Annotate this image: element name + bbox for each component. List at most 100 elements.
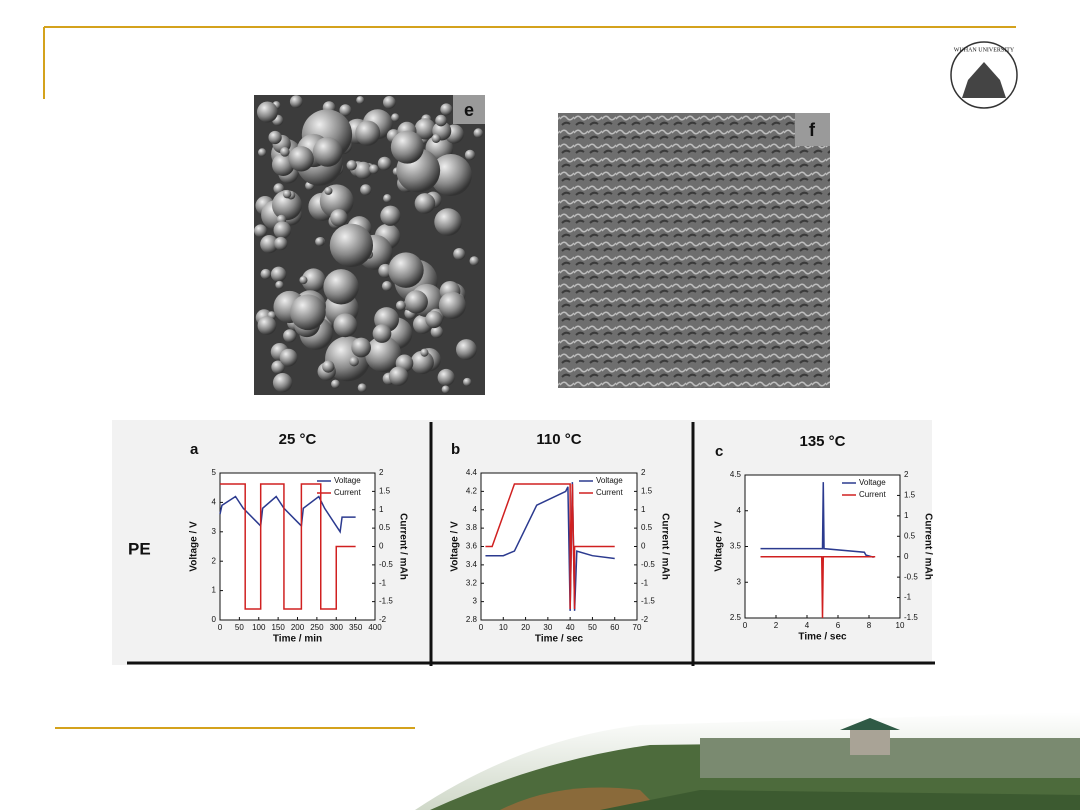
- x-tick-label: 0: [743, 621, 748, 630]
- x-tick-label: 200: [291, 623, 305, 632]
- y-tick-label: 3.2: [466, 578, 478, 587]
- y-tick-label: 3: [473, 597, 478, 606]
- image-label: e: [464, 100, 474, 120]
- series-line: [760, 482, 874, 558]
- x-tick-label: 0: [218, 623, 223, 632]
- y-axis-label: Voltage / V: [714, 521, 725, 572]
- y2-tick-label: -2: [641, 615, 649, 624]
- y2-axis-label: Current / mAh: [397, 513, 408, 580]
- y2-tick-label: -1.5: [641, 597, 655, 606]
- x-tick-label: 20: [521, 623, 530, 632]
- y-tick-label: 4: [737, 506, 742, 515]
- y2-tick-label: 2: [904, 470, 909, 479]
- legend-label: Voltage: [334, 476, 361, 485]
- series-line: [219, 495, 356, 534]
- y2-tick-label: 1: [904, 511, 909, 520]
- series-line: [485, 482, 615, 611]
- x-axis-label: Time / sec: [535, 634, 584, 645]
- y2-tick-label: 2: [379, 468, 384, 477]
- chart-title: 25 °C: [279, 431, 317, 448]
- campus-image: [415, 712, 1080, 810]
- y-tick-label: 0: [212, 615, 217, 624]
- y-tick-label: 3: [212, 527, 217, 536]
- y2-tick-label: 0.5: [904, 531, 916, 540]
- x-tick-label: 8: [867, 621, 872, 630]
- legend-label: Voltage: [859, 478, 886, 487]
- x-tick-label: 4: [805, 621, 810, 630]
- legend-label: Current: [596, 488, 623, 497]
- y2-tick-label: 2: [641, 468, 646, 477]
- x-tick-label: 50: [235, 623, 244, 632]
- y2-tick-label: 0: [641, 542, 646, 551]
- y2-tick-label: 1.5: [904, 491, 916, 500]
- y-tick-label: 3.6: [466, 542, 478, 551]
- y2-tick-label: -1: [379, 578, 387, 587]
- x-tick-label: 70: [633, 623, 642, 632]
- series-line: [760, 555, 876, 619]
- x-tick-label: 6: [836, 621, 841, 630]
- series-line: [485, 483, 615, 609]
- y-tick-label: 4.4: [466, 468, 478, 477]
- legend-label: Current: [859, 490, 886, 499]
- x-tick-label: 50: [588, 623, 597, 632]
- y-tick-label: 2.8: [466, 615, 478, 624]
- sem-image-f: f: [558, 113, 830, 388]
- x-tick-label: 10: [499, 623, 508, 632]
- y2-tick-label: -1.5: [379, 597, 393, 606]
- y-tick-label: 3.8: [466, 523, 478, 532]
- y2-tick-label: 1.5: [641, 486, 653, 495]
- panel-label: c: [715, 443, 723, 460]
- y-tick-label: 3.5: [730, 542, 742, 551]
- y2-tick-label: 1: [379, 505, 384, 514]
- y2-tick-label: -0.5: [379, 560, 393, 569]
- y2-axis-label: Current / mAh: [659, 513, 670, 580]
- y2-tick-label: -0.5: [641, 560, 655, 569]
- y-tick-label: 1: [212, 586, 217, 595]
- y2-tick-label: 0.5: [379, 523, 391, 532]
- x-tick-label: 2: [774, 621, 779, 630]
- y-tick-label: 2.5: [730, 613, 742, 622]
- y2-tick-label: -1: [641, 578, 649, 587]
- logo-text: WUHAN UNIVERSITY: [954, 47, 1015, 53]
- legend-label: Current: [334, 488, 361, 497]
- chart: 0 10 20 30 40 50 60 702.833.23.43.63.844.24.4-2…: [450, 431, 671, 645]
- y2-tick-label: -1: [904, 593, 912, 602]
- x-tick-label: 100: [252, 623, 266, 632]
- legend-label: Voltage: [596, 476, 623, 485]
- y-tick-label: 3: [737, 577, 742, 586]
- y2-tick-label: 0.5: [641, 523, 653, 532]
- x-tick-label: 10: [896, 621, 905, 630]
- y-axis-label: Voltage / V: [450, 521, 461, 572]
- y-tick-label: 5: [212, 468, 217, 477]
- y2-tick-label: 1.5: [379, 486, 391, 495]
- chart-title: 110 °C: [536, 431, 581, 448]
- chart: 0 2 4 6 8 10 2.5 3 3.5 4 4.5 -1.5 -1 -0.5 0 0.5 1 1.5 2 135…: [714, 433, 934, 643]
- y-tick-label: 4.2: [466, 486, 478, 495]
- series-line: [220, 483, 356, 610]
- x-tick-label: 30: [543, 623, 552, 632]
- y-tick-label: 4: [212, 498, 217, 507]
- y-tick-label: 3.4: [466, 560, 478, 569]
- x-tick-label: 250: [310, 623, 324, 632]
- x-axis-label: Time / sec: [798, 632, 847, 643]
- x-tick-label: 400: [368, 623, 382, 632]
- y-axis-label: Voltage / V: [189, 521, 200, 572]
- x-tick-label: 60: [610, 623, 619, 632]
- y2-tick-label: -2: [379, 615, 387, 624]
- y2-tick-label: 0: [379, 542, 384, 551]
- y2-tick-label: 0: [904, 552, 909, 561]
- chart-title: 135 °C: [799, 433, 845, 450]
- row-label: PE: [128, 539, 151, 558]
- x-tick-label: 0: [479, 623, 484, 632]
- image-label: f: [809, 120, 816, 140]
- y2-tick-label: 1: [641, 505, 646, 514]
- y-tick-label: 4: [473, 505, 478, 514]
- panel-label: b: [451, 441, 460, 458]
- x-tick-label: 40: [566, 623, 575, 632]
- y-tick-label: 2: [212, 556, 217, 565]
- chart: 0 50 100 150 200 250 300 350 400 0 1 2 3 4 5 -2 -1.5 -1 -0…: [189, 431, 409, 645]
- y2-axis-label: Current / mAh: [922, 513, 933, 580]
- y2-tick-label: -1.5: [904, 613, 918, 622]
- logo: WUHAN UNIVERSITY: [950, 41, 1018, 109]
